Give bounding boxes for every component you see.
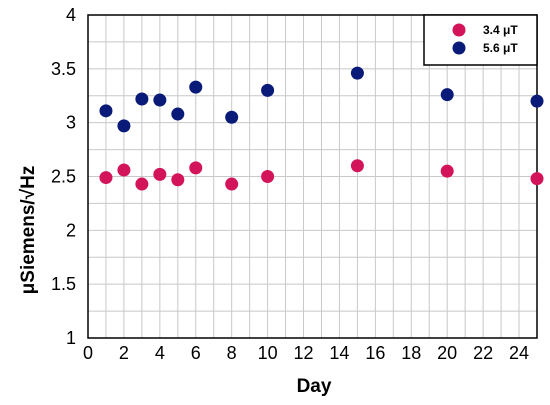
legend-box [423,14,538,66]
data-point-series-2 [171,107,185,121]
legend-marker [452,23,466,37]
legend-label: 5.6 μT [483,41,518,55]
data-point-series-2 [135,92,149,106]
x-tick-label: 6 [191,343,201,363]
data-point-series-2 [153,93,167,107]
data-point-series-1 [171,173,185,187]
x-tick-labels: 0 2 4 6 8 10 12 14 16 18 20 22 24 [83,343,529,363]
x-tick-label: 4 [155,343,165,363]
y-tick-label: 1.5 [51,274,76,294]
x-tick-label: 14 [329,343,349,363]
x-tick-label: 8 [227,343,237,363]
data-point-series-2 [99,104,113,118]
y-tick-label: 1 [66,328,76,348]
legend: 3.4 μT 5.6 μT [423,14,538,66]
y-tick-label: 4 [66,5,76,25]
legend-marker [452,41,466,55]
data-point-series-1 [135,177,149,191]
x-tick-label: 2 [119,343,129,363]
x-tick-label: 12 [294,343,314,363]
y-tick-label: 3.5 [51,59,76,79]
y-tick-label: 2 [66,220,76,240]
data-point-series-2 [225,110,239,124]
data-point-series-1 [99,171,113,185]
y-tick-label: 2.5 [51,167,76,187]
x-tick-label: 10 [258,343,278,363]
data-point-series-1 [261,170,275,183]
data-point-series-1 [225,177,239,191]
grid-lines [88,15,537,338]
data-point-series-1 [530,172,544,186]
data-point-series-1 [189,161,203,175]
data-point-series-1 [350,159,364,173]
data-point-series-2 [261,83,275,97]
legend-label: 3.4 μT [483,23,518,37]
x-axis-label: Day [297,376,332,397]
x-tick-label: 22 [473,343,493,363]
data-point-series-1 [153,167,167,181]
data-points [99,66,544,191]
data-point-series-2 [117,119,131,133]
data-point-series-2 [350,66,364,80]
x-tick-label: 20 [437,343,457,363]
y-tick-label: 3 [66,113,76,133]
y-axis-label: μSiemens/√Hz [18,166,39,295]
data-point-series-1 [440,164,454,178]
x-tick-label: 18 [401,343,421,363]
data-point-series-1 [117,163,131,177]
x-tick-label: 24 [509,343,529,363]
x-tick-label: 0 [83,343,93,363]
y-tick-labels: 1 1.5 2 2.5 3 3.5 4 [51,5,76,348]
data-point-series-2 [440,88,454,102]
x-tick-label: 16 [365,343,385,363]
data-point-series-2 [530,94,544,108]
data-point-series-2 [189,80,203,94]
